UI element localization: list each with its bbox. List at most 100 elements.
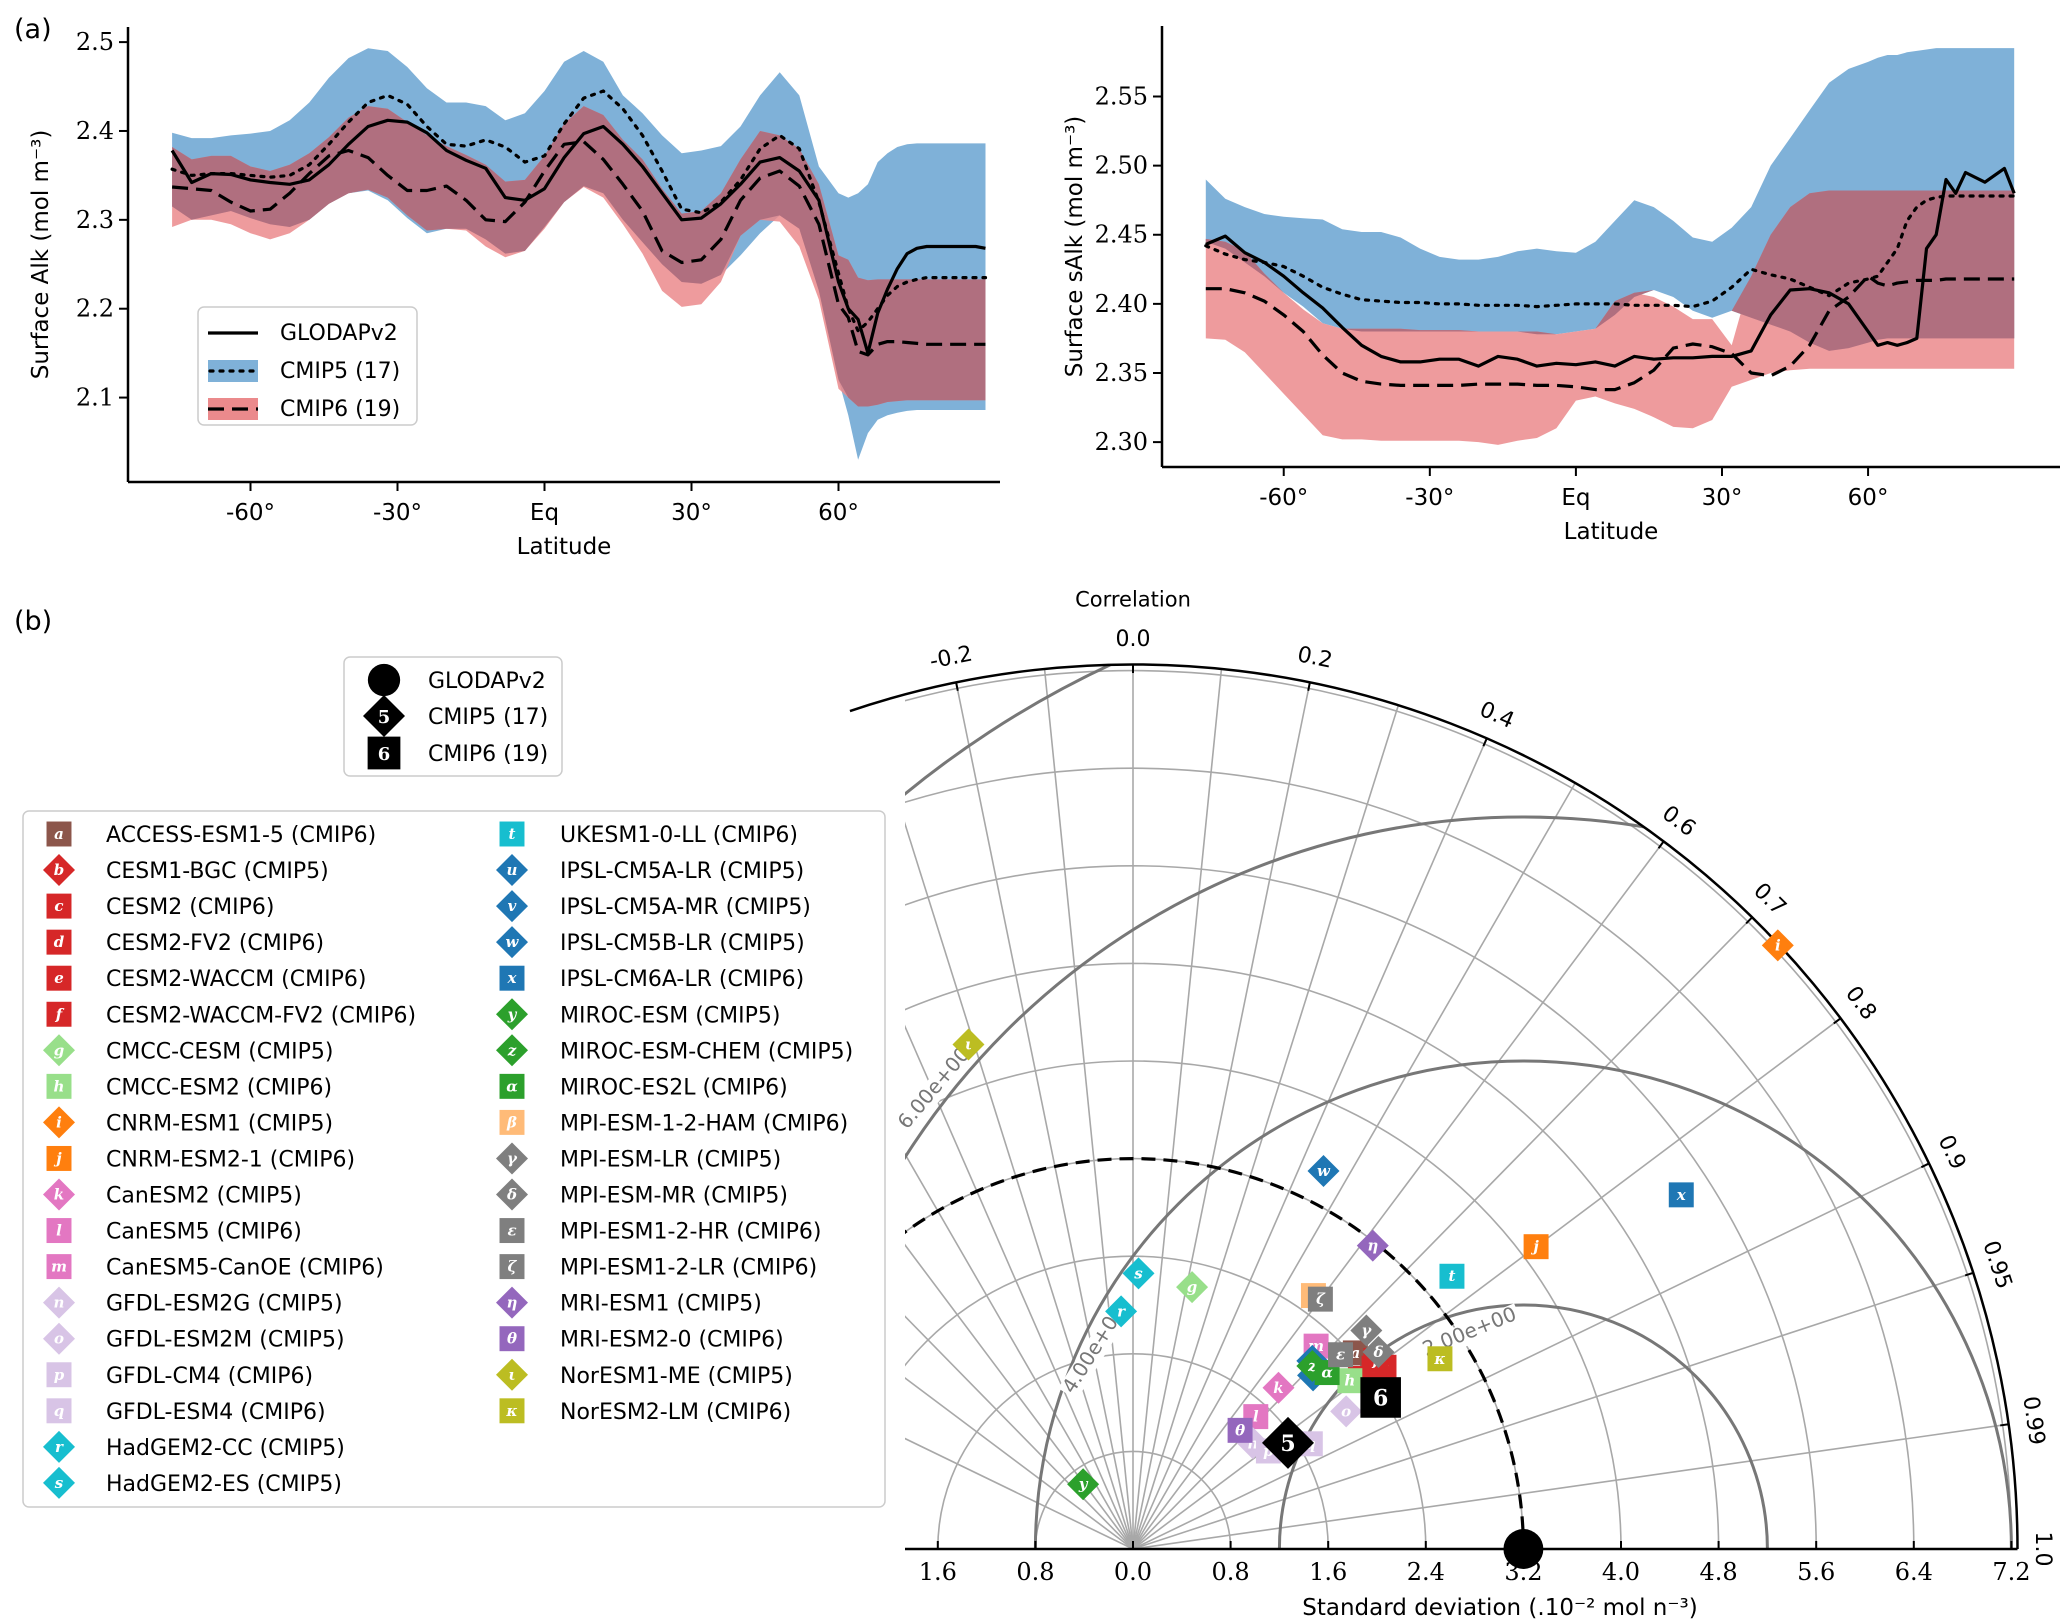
- x-tick-label: Eq: [1561, 485, 1590, 511]
- square-marker-icon: [1668, 1182, 1694, 1208]
- diamond-marker-icon: [1262, 1416, 1315, 1469]
- legend-marker: d: [46, 929, 72, 955]
- summary-point: [1503, 1529, 1544, 1569]
- corr-tick-label: 0.8: [1840, 982, 1881, 1025]
- legend-marker: ζ: [499, 1254, 525, 1280]
- marker-glyph: y: [507, 1005, 518, 1023]
- square-marker-icon: [46, 1001, 72, 1027]
- std-tick-label: 2.4: [1407, 1558, 1445, 1586]
- diamond-marker-icon: [363, 695, 405, 737]
- corr-tick: [1657, 840, 1665, 849]
- summary-point: 5: [1262, 1416, 1315, 1469]
- legend-marker: h: [46, 1073, 72, 1099]
- legend-marker: p: [46, 1362, 72, 1388]
- std-tick-label: 5.6: [1797, 1558, 1835, 1586]
- square-marker-icon: [499, 821, 525, 847]
- square-marker-icon: [1328, 1342, 1353, 1368]
- y-tick-label: 2.30: [1095, 428, 1148, 456]
- marker-glyph: ι: [965, 1035, 972, 1053]
- square-marker-icon: [1337, 1368, 1363, 1394]
- series-line-cmip6-19: [1205, 274, 2015, 392]
- model-point: i: [1761, 929, 1794, 962]
- model-point: o: [1330, 1395, 1363, 1428]
- model-point: h: [1337, 1368, 1363, 1394]
- summary-point: 6: [1360, 1377, 1401, 1418]
- legend-entry-label: CanESM2 (CMIP5): [106, 1184, 302, 1209]
- legend-marker: x: [499, 965, 525, 991]
- legend-marker: k: [43, 1178, 75, 1211]
- diamond-marker-icon: [1356, 1229, 1389, 1262]
- marker-glyph: h: [54, 1077, 65, 1095]
- corr-tick-label: 0.6: [1657, 801, 1700, 842]
- x-tick-label: -60°: [1259, 485, 1308, 511]
- x-tick-label: Eq: [530, 500, 559, 526]
- diamond-marker-icon: [1122, 1257, 1155, 1290]
- circle-marker-icon: [1503, 1529, 1544, 1569]
- square-marker-icon: [499, 1218, 525, 1244]
- legend-panel-a: GLODAPv2 CMIP5 (17) CMIP6 (19): [197, 306, 418, 426]
- y-tick-label: 2.35: [1095, 359, 1148, 387]
- rms-contour-label: 6.00e+00: [892, 1042, 974, 1133]
- corr-tick-label: 0.2: [1295, 642, 1334, 673]
- legend-entry-label: GLODAPv2: [280, 321, 398, 346]
- overlap-band: [172, 106, 986, 407]
- marker-glyph: a: [54, 825, 64, 843]
- marker-glyph: γ: [507, 1149, 518, 1167]
- std-tick-label: 0.8: [1016, 1558, 1054, 1586]
- legend-entry-label: HadGEM2-ES (CMIP5): [106, 1472, 342, 1497]
- model-points: abcdefghijklmnopqrstuvwxyzαβγδεζηθικ: [952, 929, 1794, 1501]
- marker-glyph: s: [55, 1474, 64, 1492]
- marker-glyph: g: [1187, 1278, 1198, 1296]
- diamond-marker-icon: [43, 1178, 75, 1211]
- legend-entry-label: CanESM5 (CMIP6): [106, 1220, 302, 1245]
- square-marker-icon: [46, 929, 72, 955]
- diamond-marker-icon: [43, 1106, 75, 1139]
- diamond-marker-icon: [1307, 1154, 1340, 1187]
- marker-glyph: p: [54, 1366, 65, 1384]
- legend-entry-label: MRI-ESM2-0 (CMIP6): [560, 1328, 784, 1353]
- marker-glyph: b: [54, 861, 65, 879]
- marker-glyph: θ: [1235, 1421, 1245, 1439]
- diamond-marker-icon: [496, 854, 528, 887]
- legend-marker: y: [496, 998, 528, 1031]
- series-line-cmip6-19: [171, 140, 986, 357]
- corr-tick: [1482, 737, 1488, 747]
- legend-marker: e: [46, 965, 72, 991]
- diamond-marker-icon: [43, 1430, 75, 1463]
- corr-grid-line: [1132, 682, 1311, 1549]
- marker-glyph: i: [56, 1113, 62, 1131]
- legend-entry-label: GFDL-ESM2G (CMIP5): [106, 1292, 343, 1317]
- y-tick-label: 2.50: [1095, 152, 1148, 180]
- diamond-marker-icon: [496, 998, 528, 1031]
- diamond-marker-icon: [43, 1322, 75, 1355]
- corr-grid-line: [905, 1017, 1134, 1549]
- legend-marker: 6: [367, 736, 401, 770]
- corr-tick: [2000, 1423, 2009, 1427]
- square-marker-icon: [1360, 1377, 1401, 1418]
- legend-entry-label: CESM2-FV2 (CMIP6): [106, 931, 324, 956]
- marker-glyph: a: [1350, 1344, 1360, 1362]
- y-tick-label: 2.1: [76, 384, 114, 412]
- corr-tick-label: 0.0: [1116, 627, 1151, 652]
- legend-entry-label: CMIP5 (17): [428, 705, 548, 730]
- legend-marker: [367, 663, 401, 697]
- diamond-marker-icon: [1067, 1468, 1100, 1501]
- square-marker-icon: [1227, 1417, 1253, 1443]
- marker-glyph: κ: [505, 1402, 517, 1420]
- diamond-marker-icon: [1176, 1271, 1209, 1304]
- x-tick-label: -30°: [1405, 485, 1454, 511]
- legend-marker: r: [43, 1430, 75, 1463]
- legend-entry-label: GLODAPv2: [428, 669, 546, 694]
- y-tick-label: 2.5: [76, 28, 114, 56]
- model-point: γ: [1350, 1314, 1383, 1347]
- legend-entry-label: NorESM1-ME (CMIP5): [560, 1364, 793, 1389]
- corr-grid-line: [905, 705, 1134, 1549]
- series-line-cmip5-17: [1204, 194, 2016, 309]
- model-point: j: [1523, 1234, 1549, 1260]
- legend-entry-label: GFDL-ESM2M (CMIP5): [106, 1328, 345, 1353]
- model-point: x: [1668, 1182, 1694, 1208]
- legend-marker: γ: [496, 1142, 528, 1175]
- rms-contour: [1277, 1303, 1769, 1549]
- rms-contour: [1033, 1059, 2013, 1549]
- y-tick-label: 2.4: [76, 117, 114, 145]
